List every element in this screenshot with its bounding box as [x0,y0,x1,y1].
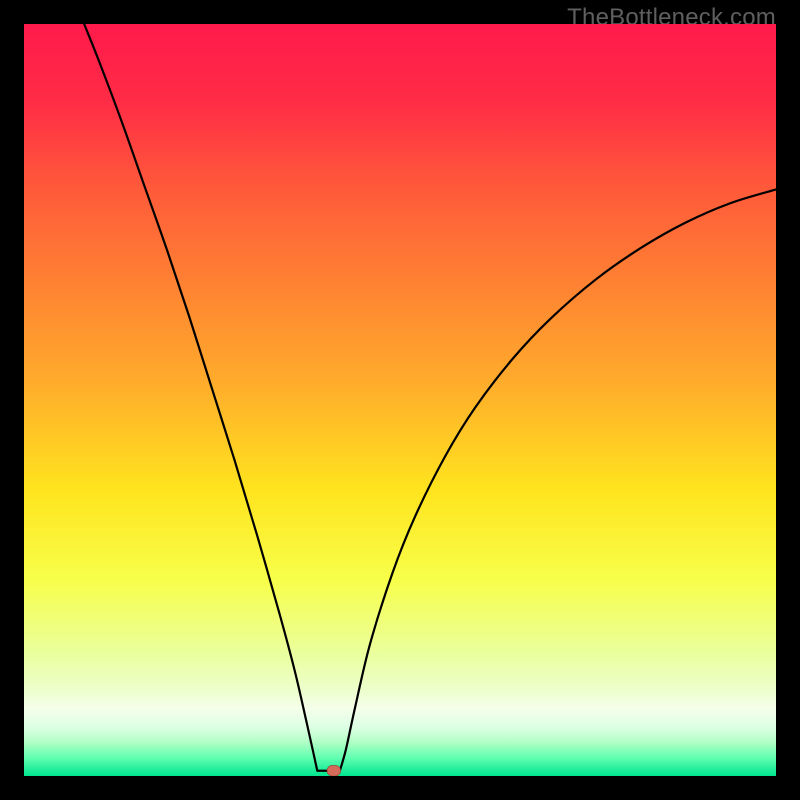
optimal-point-marker [327,765,341,776]
bottleneck-curve-chart [24,24,776,776]
plot-area [24,24,776,776]
chart-frame: TheBottleneck.com [0,0,800,800]
gradient-background [24,24,776,776]
